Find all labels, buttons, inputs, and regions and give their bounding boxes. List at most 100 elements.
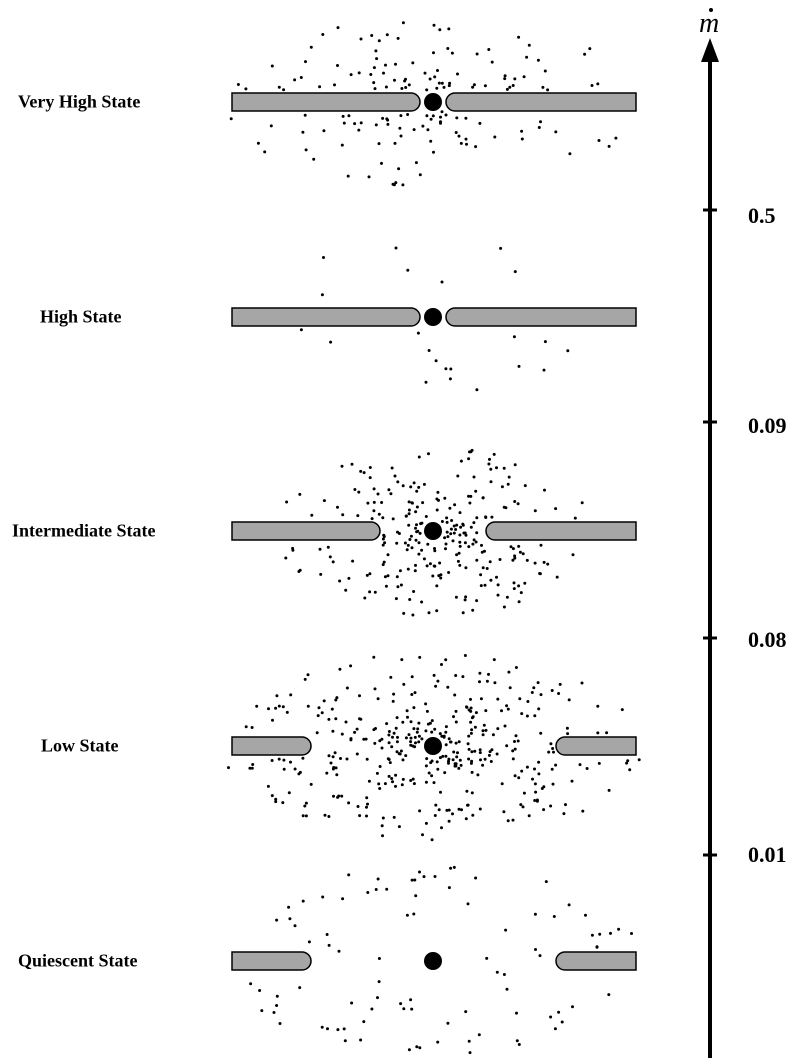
corona-dot bbox=[445, 530, 449, 534]
corona-dot bbox=[596, 82, 600, 86]
corona-dot bbox=[365, 573, 369, 577]
corona-dot bbox=[370, 34, 374, 37]
corona-dot bbox=[321, 895, 325, 899]
corona-dot bbox=[277, 704, 281, 708]
corona-dot bbox=[404, 514, 408, 518]
corona-dot bbox=[391, 182, 395, 186]
corona-dot bbox=[335, 773, 339, 777]
corona-dot bbox=[248, 766, 252, 770]
corona-dot bbox=[378, 765, 382, 768]
corona-dot bbox=[440, 734, 444, 738]
corona-dot bbox=[505, 744, 509, 748]
corona-dot bbox=[284, 556, 288, 560]
corona-dot bbox=[617, 927, 621, 931]
corona-dot bbox=[417, 721, 421, 725]
corona-dot bbox=[399, 114, 403, 118]
corona-dot bbox=[378, 739, 382, 743]
corona-dot bbox=[447, 808, 451, 812]
corona-dot bbox=[476, 773, 480, 777]
corona-dot bbox=[372, 728, 376, 732]
corona-dot bbox=[320, 711, 324, 715]
corona-dot bbox=[471, 715, 475, 719]
corona-dot bbox=[539, 731, 543, 735]
corona-dot bbox=[449, 527, 453, 531]
corona-dot bbox=[481, 763, 485, 767]
corona-dot bbox=[509, 545, 513, 549]
corona-dot bbox=[511, 818, 515, 822]
corona-dot bbox=[351, 559, 355, 563]
corona-dot bbox=[396, 585, 400, 589]
corona-dot bbox=[474, 711, 478, 715]
corona-dot bbox=[323, 813, 327, 817]
corona-dot bbox=[447, 761, 450, 765]
corona-dot bbox=[338, 579, 342, 583]
state-label-high: High State bbox=[40, 306, 122, 327]
corona-dot bbox=[356, 514, 360, 518]
corona-dot bbox=[489, 760, 493, 763]
corona-dot bbox=[420, 600, 424, 604]
corona-dot bbox=[519, 591, 523, 595]
corona-dot bbox=[277, 757, 281, 761]
corona-dot bbox=[473, 749, 477, 753]
corona-dot bbox=[492, 452, 496, 456]
corona-dot bbox=[394, 181, 398, 185]
corona-dot bbox=[477, 1033, 481, 1037]
corona-dot bbox=[275, 994, 279, 998]
corona-dot bbox=[558, 682, 562, 686]
corona-dot bbox=[470, 728, 474, 732]
corona-dot bbox=[304, 60, 307, 64]
corona-dot bbox=[390, 745, 394, 749]
corona-dot bbox=[506, 707, 510, 711]
corona-dot bbox=[520, 769, 524, 773]
corona-dot bbox=[469, 761, 473, 765]
corona-dot bbox=[485, 567, 489, 570]
corona-dot bbox=[525, 714, 529, 718]
corona-dot bbox=[466, 742, 470, 746]
corona-dot bbox=[460, 808, 463, 812]
corona-dot bbox=[372, 500, 376, 504]
corona-dot bbox=[583, 52, 587, 56]
corona-dot bbox=[445, 520, 449, 524]
tick-label-1: 0.09 bbox=[748, 413, 787, 438]
corona-dot bbox=[412, 706, 416, 710]
corona-dot bbox=[386, 574, 390, 578]
corona-dot bbox=[444, 547, 447, 551]
corona-dot bbox=[535, 799, 539, 803]
corona-dot bbox=[373, 87, 377, 91]
corona-dot bbox=[513, 774, 517, 778]
corona-dot bbox=[303, 804, 307, 808]
corona-dot bbox=[335, 696, 339, 700]
corona-dot bbox=[550, 767, 554, 771]
corona-dot bbox=[573, 516, 577, 520]
corona-dot bbox=[391, 517, 395, 521]
corona-dot bbox=[504, 928, 508, 932]
corona-dot bbox=[410, 546, 414, 550]
corona-dot bbox=[475, 558, 479, 562]
corona-dot bbox=[327, 815, 331, 818]
corona-dot bbox=[306, 673, 310, 677]
corona-dot bbox=[397, 532, 401, 535]
corona-dot bbox=[483, 757, 487, 761]
corona-dot bbox=[396, 36, 400, 40]
corona-dot bbox=[507, 475, 511, 479]
corona-dot bbox=[464, 817, 468, 821]
corona-dot bbox=[441, 754, 445, 758]
corona-dot bbox=[303, 113, 307, 117]
corona-dot bbox=[533, 782, 537, 786]
corona-dot bbox=[394, 784, 397, 788]
corona-dot bbox=[446, 685, 450, 689]
corona-dot bbox=[567, 903, 571, 907]
disk-layer bbox=[231, 92, 637, 971]
corona-dot bbox=[377, 512, 381, 516]
corona-dot bbox=[236, 83, 240, 86]
corona-dot bbox=[426, 128, 430, 132]
corona-dot bbox=[394, 726, 398, 730]
corona-dot bbox=[384, 85, 388, 89]
corona-dot bbox=[425, 709, 429, 713]
corona-dot bbox=[244, 87, 248, 91]
corona-dot bbox=[475, 531, 479, 535]
corona-dot bbox=[430, 730, 434, 734]
corona-dot bbox=[435, 609, 439, 613]
accretion-disk-right bbox=[555, 951, 637, 971]
